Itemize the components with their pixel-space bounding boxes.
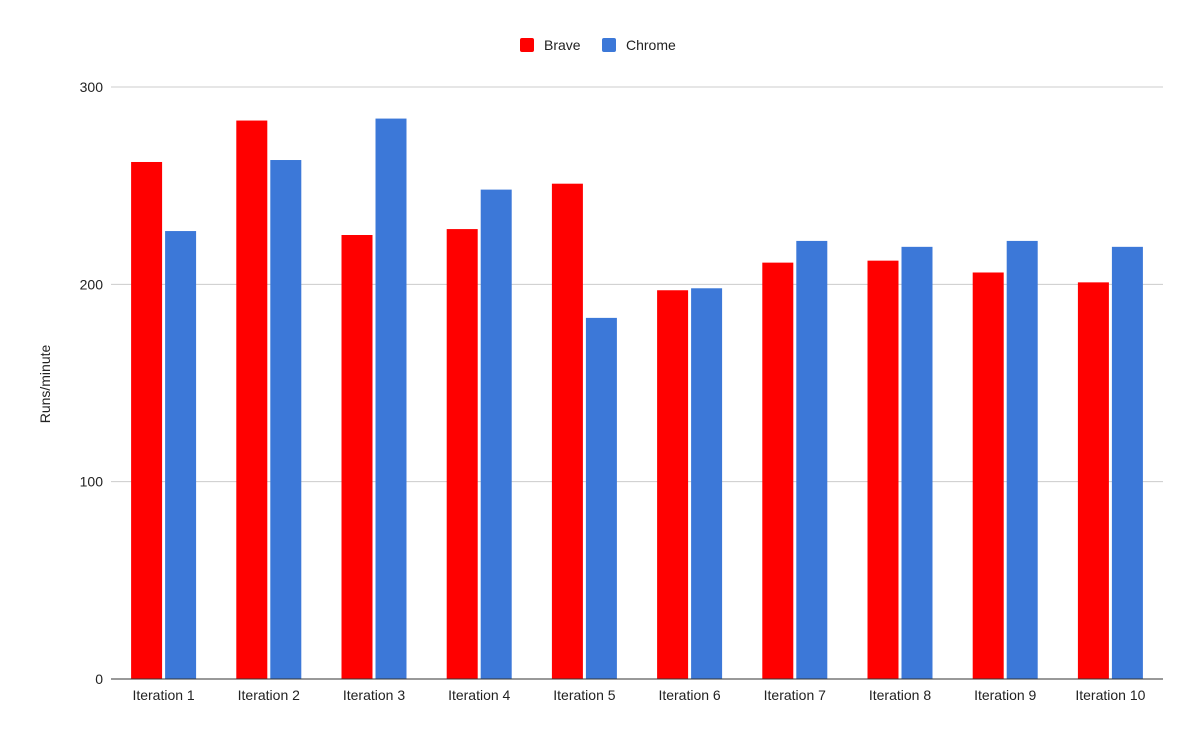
x-tick-label: Iteration 2 xyxy=(238,687,300,703)
bar-brave-6 xyxy=(657,290,689,679)
y-tick-label: 0 xyxy=(95,671,103,687)
bar-chrome-10 xyxy=(1111,246,1143,679)
bar-brave-9 xyxy=(972,272,1004,679)
gridlines xyxy=(111,86,1163,483)
bar-brave-3 xyxy=(341,235,373,679)
x-tick-label: Iteration 8 xyxy=(869,687,931,703)
x-tick-label: Iteration 9 xyxy=(974,687,1036,703)
legend: Brave Chrome xyxy=(520,37,676,53)
bar-brave-5 xyxy=(551,183,583,679)
bar-chrome-7 xyxy=(796,240,828,680)
y-axis-title: Runs/minute xyxy=(37,344,53,423)
x-tick-label: Iteration 4 xyxy=(448,687,510,703)
y-tick-label: 300 xyxy=(80,79,104,95)
x-tick-label: Iteration 3 xyxy=(343,687,405,703)
y-tick-label: 200 xyxy=(80,276,104,292)
bar-chrome-2 xyxy=(270,160,302,680)
bar-brave-4 xyxy=(446,229,478,679)
legend-swatch-chrome xyxy=(602,38,616,52)
bar-chrome-3 xyxy=(375,118,407,679)
bar-brave-2 xyxy=(236,120,268,679)
x-tick-label: Iteration 6 xyxy=(658,687,720,703)
legend-label-chrome: Chrome xyxy=(626,37,676,53)
bar-brave-7 xyxy=(762,262,794,679)
legend-swatch-brave xyxy=(520,38,534,52)
bar-chrome-1 xyxy=(165,231,197,679)
bar-brave-1 xyxy=(131,161,163,679)
x-tick-label: Iteration 5 xyxy=(553,687,615,703)
bar-chrome-8 xyxy=(901,246,933,679)
y-tick-label: 100 xyxy=(80,474,104,490)
bar-chrome-5 xyxy=(585,317,617,679)
bar-chrome-9 xyxy=(1006,240,1038,680)
bar-chrome-4 xyxy=(480,189,512,679)
x-tick-label: Iteration 1 xyxy=(132,687,194,703)
x-tick-label: Iteration 7 xyxy=(764,687,826,703)
bar-brave-8 xyxy=(867,260,899,679)
legend-label-brave: Brave xyxy=(544,37,581,53)
bars xyxy=(131,118,1143,680)
bar-chrome-6 xyxy=(691,288,723,679)
bar-brave-10 xyxy=(1077,282,1109,679)
x-tick-label: Iteration 10 xyxy=(1075,687,1145,703)
axes: 0 100 200 300 Iteration 1 Iteration 2 Iteratio… xyxy=(80,79,1163,703)
